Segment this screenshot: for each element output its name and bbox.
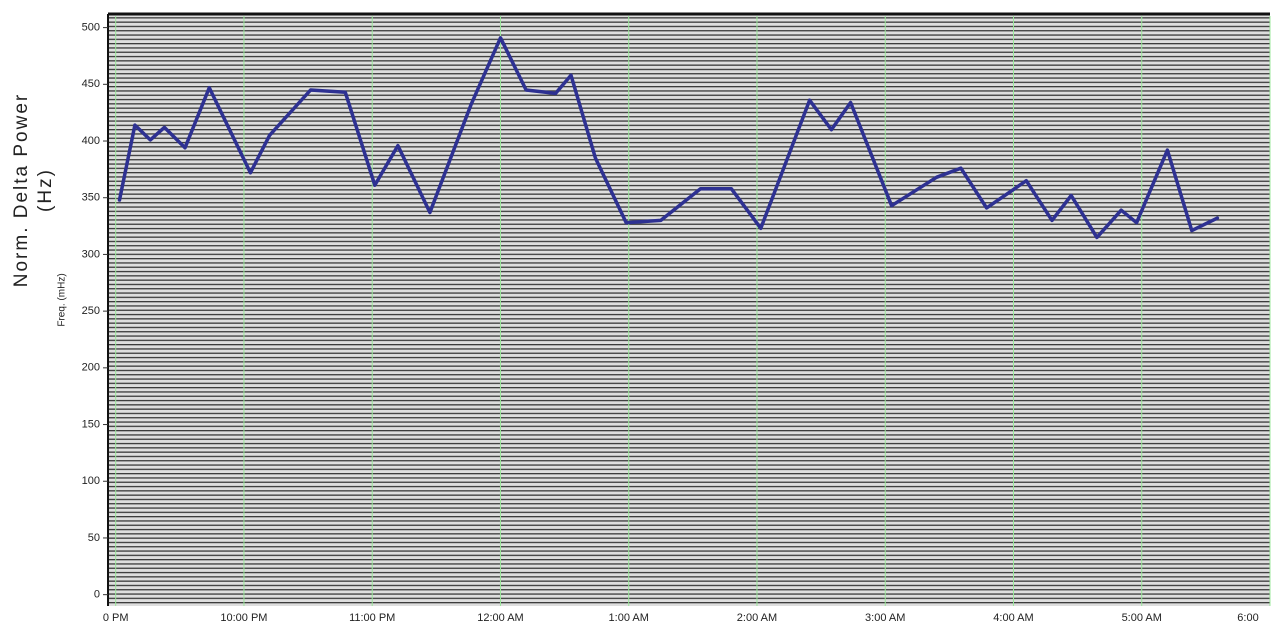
y-tick-label: 300 — [82, 248, 100, 260]
x-tick-label: 4:00 AM — [993, 612, 1033, 624]
y-tick-label: 150 — [82, 418, 100, 430]
y-tick-label: 350 — [82, 192, 100, 204]
y-axis-label: (Hz) — [35, 168, 56, 212]
x-tick-label: 3:00 AM — [865, 612, 905, 624]
y-axis-label: Norm. Delta Power — [11, 93, 32, 288]
x-tick-label: 2:00 AM — [737, 612, 777, 624]
y-tick-label: 500 — [82, 22, 100, 34]
data-line — [117, 36, 1220, 240]
x-tick-label: 1:00 AM — [609, 612, 649, 624]
plot-background — [108, 14, 1270, 606]
y-tick-label: 0 — [94, 589, 100, 601]
y-tick-label: 100 — [82, 475, 100, 487]
x-tick-label: 12:00 AM — [477, 612, 523, 624]
x-tick-label: 5:00 AM — [1122, 612, 1162, 624]
x-tick-label: 11:00 PM — [349, 612, 395, 624]
y-tick-label: 200 — [82, 362, 100, 374]
y-tick-label: 250 — [82, 305, 100, 317]
y-tick-label: 50 — [88, 532, 100, 544]
x-tick-label: 0 PM — [103, 612, 129, 624]
inner-axis-label: Freq. (mHz) — [57, 273, 68, 326]
x-tick-label: 10:00 PM — [220, 612, 267, 624]
x-tick-label: 6:00 — [1237, 612, 1258, 624]
y-tick-label: 450 — [82, 78, 100, 90]
y-tick-label: 400 — [82, 135, 100, 147]
